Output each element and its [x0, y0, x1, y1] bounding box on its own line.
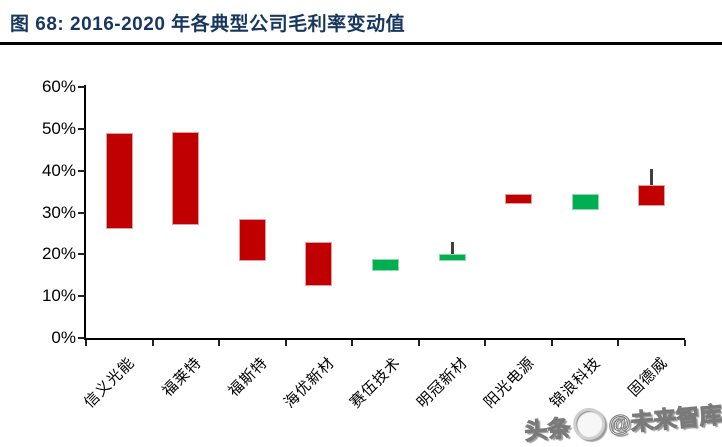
y-axis-label: 30%: [41, 202, 76, 222]
y-axis-label: 20%: [41, 244, 76, 264]
x-axis-line: [84, 338, 685, 340]
candle-bar-6: [438, 254, 466, 261]
candle-bar-3: [238, 218, 266, 261]
x-axis-label: 阳光电源: [480, 354, 538, 412]
x-axis-tick: [417, 340, 420, 346]
x-axis-tick: [351, 340, 354, 346]
x-axis-tick: [218, 340, 221, 346]
x-axis-tick: [684, 340, 686, 346]
x-axis-tick: [484, 340, 487, 346]
candle-bar-4: [305, 241, 333, 286]
y-axis-label: 10%: [41, 286, 76, 306]
x-axis-tick: [284, 340, 287, 346]
y-axis-tick: [78, 211, 85, 214]
toutiao-logo-icon: [571, 406, 607, 442]
candle-whisker: [450, 241, 454, 255]
y-axis-line: [84, 85, 86, 338]
watermark-prefix: 头条: [522, 414, 572, 445]
candle-bar-2: [172, 131, 200, 226]
y-axis-tick: [78, 295, 85, 298]
title-divider: [0, 42, 722, 45]
y-axis-tick: [78, 86, 85, 88]
x-axis-label: 锦浪科技: [547, 354, 605, 412]
y-axis-tick: [78, 169, 85, 172]
x-axis-tick: [550, 340, 553, 346]
y-axis-label: 50%: [41, 118, 76, 138]
candle-bar-1: [105, 133, 133, 230]
candle-bar-5: [372, 258, 399, 272]
x-axis-label: 福莱特: [159, 354, 205, 401]
x-axis-label: 福斯特: [225, 354, 272, 401]
x-axis-label: 赛伍技术: [347, 354, 405, 412]
x-axis-label: 固德威: [624, 354, 671, 401]
y-axis-tick: [78, 337, 85, 339]
x-axis-tick: [151, 340, 154, 346]
x-axis-label: 明冠新材: [413, 354, 472, 412]
candle-bar-8: [571, 193, 599, 211]
y-axis-label: 0%: [51, 328, 76, 347]
candle-bar-7: [505, 193, 533, 205]
x-axis-tick: [85, 340, 87, 346]
x-axis-label: 海优新材: [280, 354, 339, 412]
y-axis-label: 40%: [41, 160, 76, 180]
x-axis-label: 信义光能: [81, 354, 139, 412]
x-axis-tick: [617, 340, 620, 346]
y-axis-tick: [78, 127, 85, 130]
y-axis-tick: [78, 253, 85, 256]
candle-bar-9: [638, 185, 666, 207]
candle-whisker: [650, 168, 654, 186]
y-axis-label: 60%: [41, 77, 76, 96]
figure-title: 图 68: 2016-2020 年各典型公司毛利率变动值: [10, 14, 406, 35]
